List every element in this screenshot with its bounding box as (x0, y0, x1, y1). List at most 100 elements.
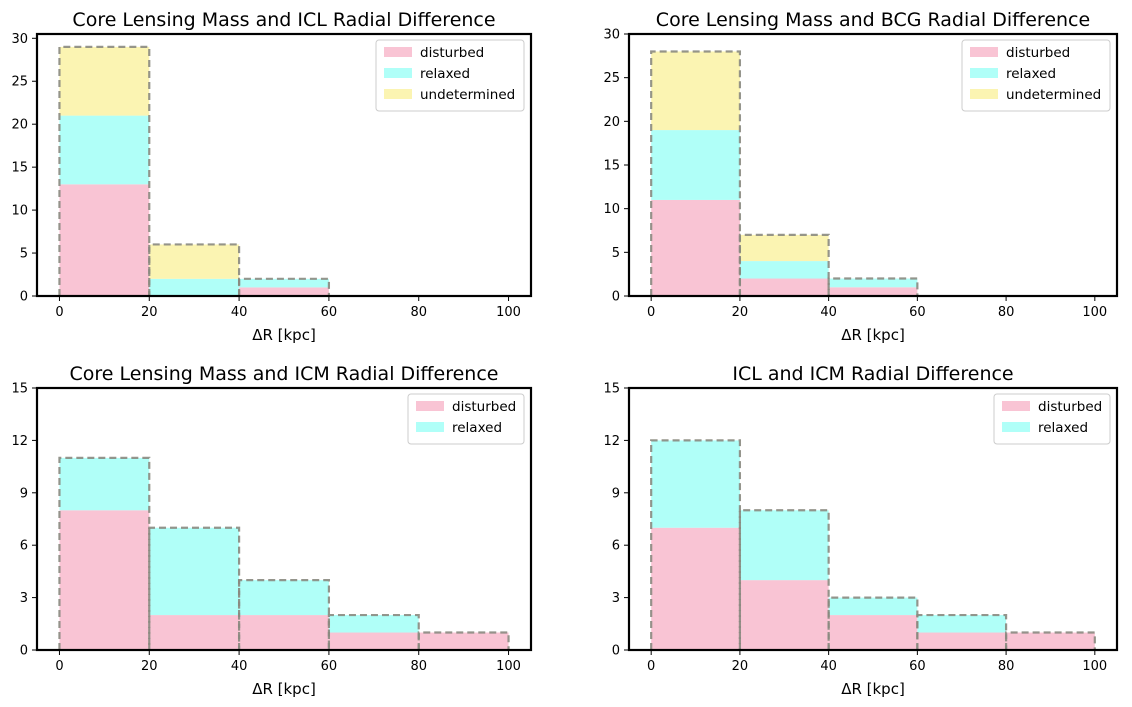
y-tick-label: 6 (20, 539, 28, 554)
legend-swatch-relaxed (1002, 422, 1030, 432)
bar-relaxed-bin-2 (739, 261, 829, 279)
y-tick-label: 20 (603, 115, 620, 130)
axes-frame (35, 386, 533, 652)
bar-relaxed-bin-1 (59, 115, 150, 185)
x-axis-label: ΔR [kpc] (841, 326, 905, 344)
legend-label-disturbed: disturbed (452, 399, 516, 415)
legend-label-disturbed: disturbed (1038, 399, 1102, 415)
bar-undetermined-bin-2 (739, 234, 829, 262)
legend-label-relaxed: relaxed (420, 66, 470, 82)
x-tick-label: 20 (732, 305, 749, 320)
legend-box (961, 39, 1111, 112)
bar-relaxed-bin-4 (328, 615, 419, 633)
total-outline-bin-5 (1004, 631, 1096, 650)
x-tick-label: 80 (998, 305, 1015, 320)
legend-swatch-relaxed (384, 68, 412, 78)
total-outline-bin-3 (827, 277, 919, 296)
legend-swatch-relaxed (970, 68, 998, 78)
x-tick-label: 60 (321, 305, 338, 320)
y-tick-label: 9 (612, 486, 620, 501)
total-outline-bin-3 (237, 579, 331, 650)
bar-relaxed-bin-3 (239, 580, 329, 616)
x-tick-label: 20 (141, 305, 158, 320)
total-outline-bin-2 (148, 526, 241, 650)
y-tick-label: 15 (603, 382, 620, 397)
y-tick-label: 15 (603, 159, 620, 174)
y-tick-label: 10 (603, 202, 620, 217)
bar-relaxed-bin-2 (149, 278, 240, 296)
x-tick-label: 60 (321, 659, 338, 674)
y-tick-label: 0 (20, 644, 28, 659)
x-tick-label: 0 (55, 659, 63, 674)
total-outline-bin-1 (650, 50, 742, 296)
total-outline-bin-3 (237, 277, 331, 296)
chart-panel-4: 0 20 40 60 80 100 0 3 6 9 12 15 ICL and ICM Radial D… (603, 363, 1119, 698)
y-tick-label: 30 (11, 32, 28, 47)
chart-panel-1: 0 20 40 60 80 100 0 5 10 15 20 25 30 Core Lensing Mas… (11, 9, 533, 344)
legend: disturbed relaxed (993, 393, 1111, 445)
chart-panel-3: 0 20 40 60 80 100 0 3 6 9 12 15 Core Lensing Mass an… (11, 363, 533, 698)
total-outline-bin-4 (916, 613, 1008, 650)
x-tick-label: 0 (647, 659, 655, 674)
y-tick-label: 0 (20, 290, 28, 305)
x-tick-label: 80 (998, 659, 1015, 674)
legend-swatch-disturbed (384, 47, 412, 57)
legend: disturbed relaxed (407, 393, 525, 445)
y-tick-label: 9 (20, 486, 28, 501)
x-tick-label: 100 (1082, 659, 1107, 674)
legend-swatch-relaxed (416, 422, 444, 432)
bar-disturbed-bin-5 (1006, 632, 1095, 650)
bar-disturbed-bin-4 (917, 632, 1007, 650)
total-outline-bin-1 (58, 45, 151, 296)
x-tick-label: 60 (909, 305, 926, 320)
y-tick-label: 0 (612, 290, 620, 305)
y-tick-label: 25 (11, 75, 28, 90)
bar-undetermined-bin-1 (651, 51, 740, 131)
x-tick-label: 20 (732, 659, 749, 674)
bar-relaxed-bin-1 (59, 457, 150, 511)
legend-label-relaxed: relaxed (1038, 420, 1088, 436)
legend-swatch-undetermined (970, 89, 998, 99)
x-tick-label: 40 (231, 305, 248, 320)
total-outline-bin-2 (738, 233, 830, 296)
bar-relaxed-bin-3 (828, 278, 918, 288)
x-tick-label: 80 (410, 305, 427, 320)
y-tick-label: 6 (612, 539, 620, 554)
bar-disturbed-bin-1 (651, 199, 740, 296)
y-tick-label: 0 (612, 644, 620, 659)
y-tick-label: 12 (603, 434, 620, 449)
axes-frame (627, 386, 1119, 652)
total-outline-bin-5 (417, 631, 510, 650)
total-outline-bin-2 (738, 509, 830, 650)
y-tick-label: 10 (11, 204, 28, 219)
bar-disturbed-bin-3 (239, 287, 329, 296)
legend-swatch-undetermined (384, 89, 412, 99)
legend-label-relaxed: relaxed (1006, 66, 1056, 82)
bar-relaxed-bin-1 (651, 130, 740, 200)
x-tick-label: 60 (909, 659, 926, 674)
bar-disturbed-bin-3 (239, 615, 329, 650)
x-tick-label: 40 (820, 659, 837, 674)
bar-relaxed-bin-4 (917, 615, 1007, 633)
y-tick-label: 25 (603, 71, 620, 86)
x-tick-label: 20 (141, 659, 158, 674)
y-tick-label: 5 (612, 246, 620, 261)
bar-disturbed-bin-3 (828, 615, 918, 650)
x-axis-label: ΔR [kpc] (841, 680, 905, 698)
x-tick-label: 0 (647, 305, 655, 320)
bar-disturbed-bin-5 (418, 632, 509, 650)
bar-disturbed-bin-1 (651, 527, 740, 650)
bar-disturbed-bin-2 (739, 580, 829, 650)
bar-disturbed-bin-1 (59, 184, 150, 296)
bar-relaxed-bin-1 (651, 440, 740, 528)
x-tick-label: 100 (1082, 305, 1107, 320)
x-axis-label: ΔR [kpc] (252, 680, 316, 698)
y-tick-label: 3 (612, 591, 620, 606)
legend-label-undetermined: undetermined (420, 87, 515, 103)
y-tick-label: 5 (20, 247, 28, 262)
chart-title: Core Lensing Mass and ICL Radial Differe… (72, 9, 495, 31)
bar-relaxed-bin-2 (149, 527, 240, 616)
total-outline-bin-4 (327, 613, 420, 650)
x-tick-label: 0 (55, 305, 63, 320)
